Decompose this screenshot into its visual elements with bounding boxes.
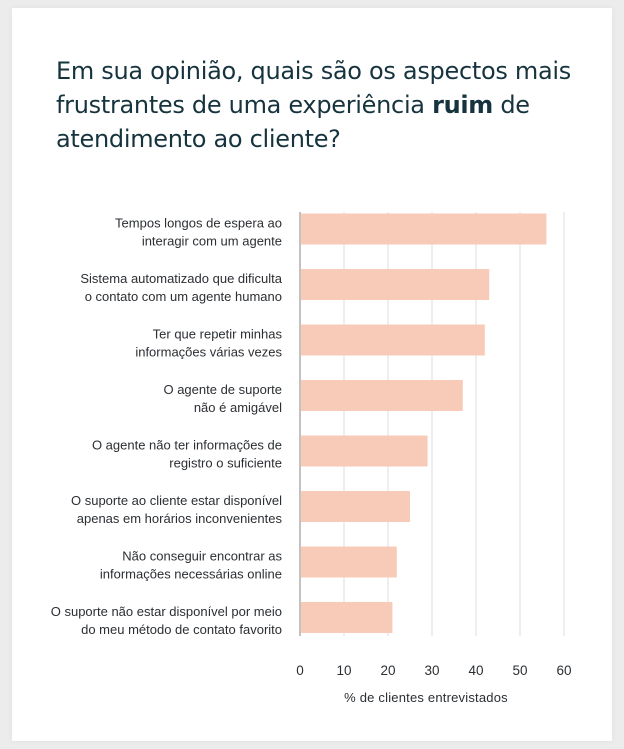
category-label: O agente de suporte não é amigável — [163, 382, 282, 415]
x-tick-label: 50 — [512, 663, 527, 678]
bar — [301, 324, 485, 356]
chart-title-emphasis: ruim — [432, 91, 494, 119]
bar — [301, 491, 410, 522]
bar — [301, 380, 463, 411]
x-tick-label: 60 — [556, 663, 571, 678]
category-label: O agente não ter informações de registro … — [92, 438, 282, 471]
category-label: Sistema automatizado que dificulta o cont… — [80, 271, 282, 304]
category-label: Não conseguir encontrar as informações ne… — [100, 549, 283, 582]
x-tick-label: 40 — [468, 663, 483, 678]
x-tick-label: 30 — [424, 663, 439, 678]
chart-title-text: Em sua opinião, quais são os aspectos ma… — [56, 57, 571, 119]
bar — [301, 269, 490, 300]
chart-title: Em sua opinião, quais são os aspectos ma… — [56, 54, 596, 156]
category-label: Ter que repetir minhas informações várias… — [135, 327, 282, 360]
category-label: Tempos longos de espera ao interagir com … — [115, 216, 282, 249]
bar — [301, 435, 428, 467]
x-tick-label: 10 — [336, 663, 351, 678]
bar — [301, 213, 547, 245]
x-tick-labels: 0 10 20 30 40 50 60 — [296, 663, 571, 678]
category-label: O suporte ao cliente estar disponível ape… — [71, 493, 283, 526]
chart-title-end: de atendimento ao cliente? — [56, 91, 530, 153]
category-labels: Tempos longos de espera ao interagir com … — [51, 216, 283, 638]
bars — [301, 213, 547, 633]
bar — [301, 602, 393, 633]
x-axis-title: % de clientes entrevistados — [344, 690, 508, 705]
bar — [301, 546, 397, 578]
x-tick-label: 20 — [380, 663, 395, 678]
x-tick-label: 0 — [296, 663, 304, 678]
category-label: O suporte não estar disponível por meio d… — [51, 604, 282, 637]
